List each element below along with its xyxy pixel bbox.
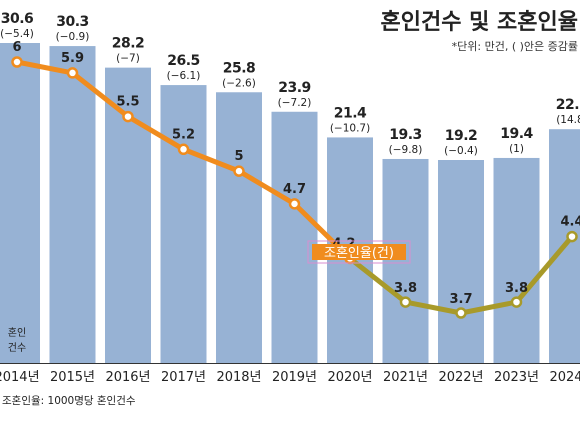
x-tick-8: 2022년 xyxy=(438,370,483,385)
bar-value-label-5: 23.9 xyxy=(278,80,311,96)
change-label-7: (−9.8) xyxy=(389,144,423,156)
bar-8 xyxy=(438,160,484,363)
rate-point-7 xyxy=(399,296,412,308)
bar-value-label-10: 22.2 xyxy=(556,97,580,113)
rate-label-3: 5.2 xyxy=(172,127,195,142)
x-tick-0: 2014년 xyxy=(0,370,40,385)
rate-point-9 xyxy=(510,296,523,308)
x-tick-9: 2023년 xyxy=(494,370,539,385)
rate-point-1 xyxy=(66,67,79,79)
x-ticks-layer: 2014년 2015년 2016년 2017년 2018년 2019년 2020년 2021년… xyxy=(0,370,580,385)
bar-value-label-3: 26.5 xyxy=(167,53,200,69)
bar-9 xyxy=(493,157,540,363)
bar-1 xyxy=(49,46,96,363)
legend-box xyxy=(312,244,406,260)
rate-point-2 xyxy=(122,110,134,123)
bar-value-label-4: 25.8 xyxy=(223,60,256,76)
change-label-9: (1) xyxy=(509,143,524,155)
x-tick-6: 2020년 xyxy=(327,370,372,385)
rate-point-4 xyxy=(233,165,245,177)
rate-label-8: 3.7 xyxy=(449,292,472,307)
labels-layer: 30.6(−5.4) 30.3(−0.9) 28.2(−7) 26.5(−6.1) 25… xyxy=(0,11,580,307)
footnote: 조혼인율: 1000명당 혼인건수 xyxy=(2,394,136,407)
x-tick-4: 2018년 xyxy=(216,370,261,385)
bar-value-label-0: 30.6 xyxy=(1,11,34,27)
x-tick-2: 2016년 xyxy=(105,370,150,385)
x-tick-7: 2021년 xyxy=(383,370,428,385)
x-tick-3: 2017년 xyxy=(161,370,206,385)
x-tick-5: 2019년 xyxy=(272,370,317,385)
bar-4 xyxy=(216,92,262,364)
rate-point-8 xyxy=(455,307,467,319)
bar-value-label-9: 19.4 xyxy=(500,126,533,142)
change-label-10: (14.8) xyxy=(556,114,580,126)
bar-0 xyxy=(0,43,40,363)
bar-value-label-1: 30.3 xyxy=(56,14,89,30)
bar-3 xyxy=(160,85,207,363)
rate-point-5 xyxy=(288,198,301,210)
rate-label-9: 3.8 xyxy=(505,281,528,296)
change-label-5: (−7.2) xyxy=(278,97,312,109)
x-axis-line xyxy=(0,363,580,364)
rate-label-1: 5.9 xyxy=(61,51,84,66)
rate-label-7: 3.8 xyxy=(394,281,417,296)
bar-value-label-2: 28.2 xyxy=(112,36,145,52)
change-label-3: (−6.1) xyxy=(167,70,201,82)
legend-label: 조혼인율(건) xyxy=(324,246,394,261)
change-label-4: (−2.6) xyxy=(222,77,256,89)
bar-inner-label-line1: 혼인 xyxy=(8,326,26,339)
change-label-1: (−0.9) xyxy=(56,31,90,43)
change-label-6: (−10.7) xyxy=(330,122,370,134)
rate-label-5: 4.7 xyxy=(283,182,306,197)
rate-point-0 xyxy=(11,56,23,68)
legend: 조혼인율(건) xyxy=(307,240,411,264)
chart-title: 혼인건수 및 조혼인율 xyxy=(381,10,578,35)
x-tick-1: 2015년 xyxy=(50,370,95,385)
bar-5 xyxy=(271,111,318,364)
bar-inner-label-line2: 건수 xyxy=(8,342,26,354)
rate-point-10 xyxy=(566,230,578,243)
bar-7 xyxy=(382,158,429,363)
rate-point-3 xyxy=(177,143,190,156)
rate-label-4: 5 xyxy=(234,149,243,164)
change-label-2: (−7) xyxy=(116,53,140,65)
x-tick-10: 2024년 xyxy=(549,370,580,385)
change-label-8: (−0.4) xyxy=(444,145,478,157)
rate-label-2: 5.5 xyxy=(116,95,139,110)
unit-note: *단위: 만건, ( )안은 증감률 xyxy=(452,40,578,53)
change-label-0: (−5.4) xyxy=(0,28,34,40)
rate-line-layer xyxy=(11,56,578,319)
legend-border xyxy=(307,240,411,264)
rate-label-0: 6 xyxy=(12,40,21,55)
bar-value-label-6: 21.4 xyxy=(334,105,367,121)
rate-label-10: 4.4 xyxy=(560,215,580,230)
bar-value-label-7: 19.3 xyxy=(389,127,422,143)
bar-value-label-8: 19.2 xyxy=(445,128,478,144)
